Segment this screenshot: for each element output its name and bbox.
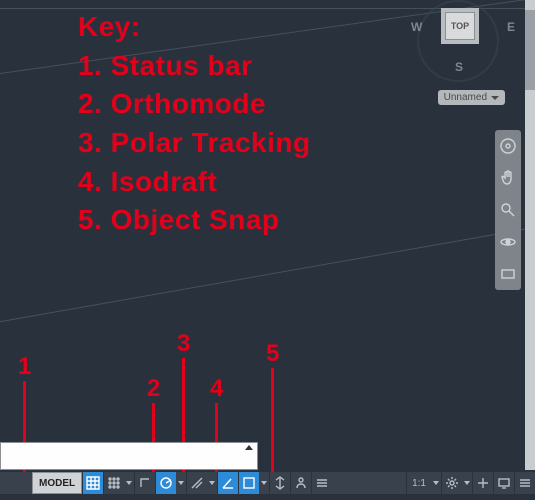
viewcube-top-face[interactable]: TOP [445, 12, 475, 40]
statusbar-flex [332, 472, 406, 494]
pan-icon[interactable] [498, 166, 518, 190]
key-item: 4. Isodraft [78, 163, 311, 202]
polar-tracking-button[interactable] [155, 472, 176, 494]
callout-line [271, 368, 274, 481]
wheel-icon[interactable] [498, 134, 518, 158]
statusbar-spacer [0, 472, 32, 494]
key-legend: Key: 1. Status bar 2. Orthomode 3. Polar… [78, 8, 311, 240]
osnap-2-button[interactable] [269, 472, 290, 494]
chevron-down-icon [126, 481, 132, 485]
view-dropdown-label: Unnamed [444, 92, 487, 103]
key-item: 3. Polar Tracking [78, 124, 311, 163]
chevron-down-icon [261, 481, 267, 485]
polar-tracking-dropdown[interactable] [176, 472, 186, 494]
chevron-down-icon [464, 481, 470, 485]
viewcube-east[interactable]: E [507, 20, 515, 34]
model-space-button[interactable]: MODEL [32, 472, 82, 494]
callout-number: 1 [18, 353, 31, 381]
callout-number: 3 [177, 330, 190, 358]
clean-screen-button[interactable] [493, 472, 514, 494]
snap-mode-dropdown[interactable] [124, 472, 134, 494]
key-heading: Key: [78, 8, 311, 47]
callout-number: 2 [147, 375, 160, 403]
object-snap-dropdown[interactable] [259, 472, 269, 494]
navigation-bar [495, 130, 521, 290]
snap-mode-button[interactable] [103, 472, 124, 494]
isodraft-dropdown[interactable] [207, 472, 217, 494]
key-item: 5. Object Snap [78, 201, 311, 240]
callout-5: 5 [266, 340, 279, 481]
viewcube-south[interactable]: S [455, 60, 463, 74]
customization-button[interactable] [514, 472, 535, 494]
view-dropdown[interactable]: Unnamed [438, 90, 505, 105]
callout-number: 5 [266, 340, 279, 368]
status-bar: MODEL 1:1 [0, 472, 535, 494]
chevron-down-icon [209, 481, 215, 485]
transparency-button[interactable] [311, 472, 332, 494]
chevron-down-icon [178, 481, 184, 485]
vertical-scrollbar-thumb[interactable] [525, 10, 535, 90]
callout-number: 4 [210, 375, 223, 403]
viewcube-top-label: TOP [451, 21, 469, 31]
key-item: 2. Orthomode [78, 85, 311, 124]
workspace-dropdown[interactable] [462, 472, 472, 494]
command-line-input[interactable] [0, 442, 258, 470]
autosnap-button[interactable] [217, 472, 238, 494]
chevron-down-icon [433, 481, 439, 485]
object-snap-button[interactable] [238, 472, 259, 494]
ortho-mode-button[interactable] [134, 472, 155, 494]
isodraft-button[interactable] [186, 472, 207, 494]
viewcube[interactable]: TOP W E S [403, 0, 513, 90]
cursor-plus-button[interactable] [472, 472, 493, 494]
command-history-arrow-icon[interactable] [245, 445, 253, 450]
bottom-margin [0, 494, 535, 500]
lineweight-button[interactable] [290, 472, 311, 494]
annotation-scale-button[interactable]: 1:1 [406, 472, 431, 494]
drawing-canvas[interactable]: Key: 1. Status bar 2. Orthomode 3. Polar… [0, 0, 535, 500]
workspace-button[interactable] [441, 472, 462, 494]
showui-icon[interactable] [498, 262, 518, 286]
grid-display-button[interactable] [82, 472, 103, 494]
key-item: 1. Status bar [78, 47, 311, 86]
chevron-down-icon [491, 96, 499, 100]
viewcube-west[interactable]: W [411, 20, 422, 34]
orbit-icon[interactable] [498, 230, 518, 254]
annotation-scale-dropdown[interactable] [431, 472, 441, 494]
zoom-icon[interactable] [498, 198, 518, 222]
